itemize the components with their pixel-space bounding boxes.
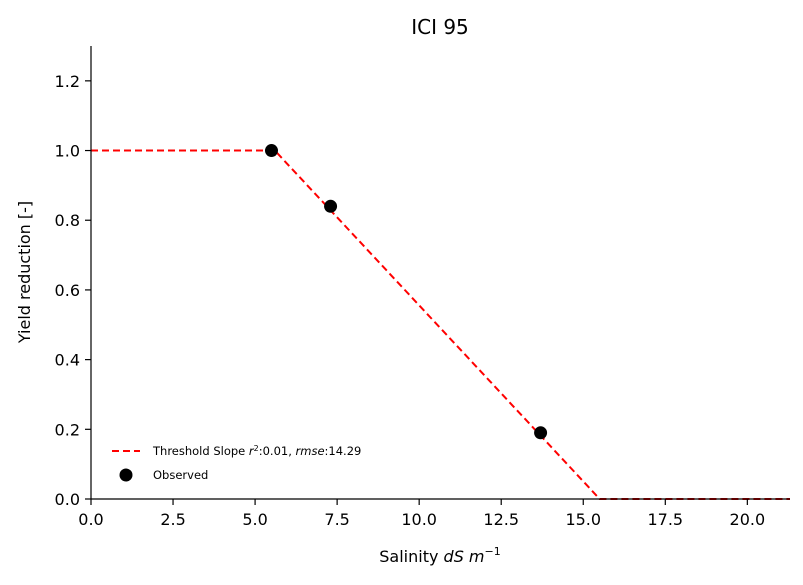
y-tick-label: 1.2 <box>55 72 80 91</box>
x-tick-label: 2.5 <box>160 510 185 529</box>
series-layer <box>91 144 790 500</box>
x-tick-label: 20.0 <box>730 510 766 529</box>
x-tick-label: 10.0 <box>401 510 437 529</box>
legend-marker-swatch <box>119 468 133 482</box>
x-tick-label: 5.0 <box>242 510 267 529</box>
x-axis-label-prefix: Salinity <box>379 547 443 566</box>
x-ticks: 0.0 2.5 5.0 7.5 10.0 12.5 15.0 17.5 20.0 <box>78 499 765 529</box>
x-tick-label: 7.5 <box>324 510 349 529</box>
x-axis-label-exponent: −1 <box>485 545 501 558</box>
observed-point <box>534 426 548 440</box>
y-tick-label: 0.0 <box>55 490 80 509</box>
x-axis-label-unit: dS m <box>444 547 485 566</box>
threshold-slope-line <box>91 149 790 500</box>
x-tick-label: 15.0 <box>565 510 601 529</box>
y-axis-label: Yield reduction [-] <box>15 201 34 344</box>
axes-layer <box>90 46 790 500</box>
x-tick-label: 17.5 <box>647 510 683 529</box>
x-tick-label: 0.0 <box>78 510 103 529</box>
legend-label-observed: Observed <box>153 468 208 482</box>
y-tick-label: 0.6 <box>55 281 80 300</box>
legend: Threshold Slope r2:0.01, rmse:14.29 Obse… <box>112 444 361 482</box>
chart-title: ICI 95 <box>411 15 469 39</box>
y-tick-label: 0.4 <box>55 351 80 370</box>
x-axis-label: Salinity dS m−1 <box>379 545 500 566</box>
observed-point <box>324 199 338 213</box>
observed-point <box>264 144 278 158</box>
y-ticks: 0.0 0.2 0.4 0.6 0.8 1.0 1.2 <box>55 72 91 509</box>
legend-label-threshold-slope: Threshold Slope r2:0.01, rmse:14.29 <box>152 444 361 458</box>
y-tick-label: 0.2 <box>55 420 80 439</box>
y-tick-label: 0.8 <box>55 211 80 230</box>
x-tick-label: 12.5 <box>483 510 519 529</box>
y-tick-label: 1.0 <box>55 142 80 161</box>
